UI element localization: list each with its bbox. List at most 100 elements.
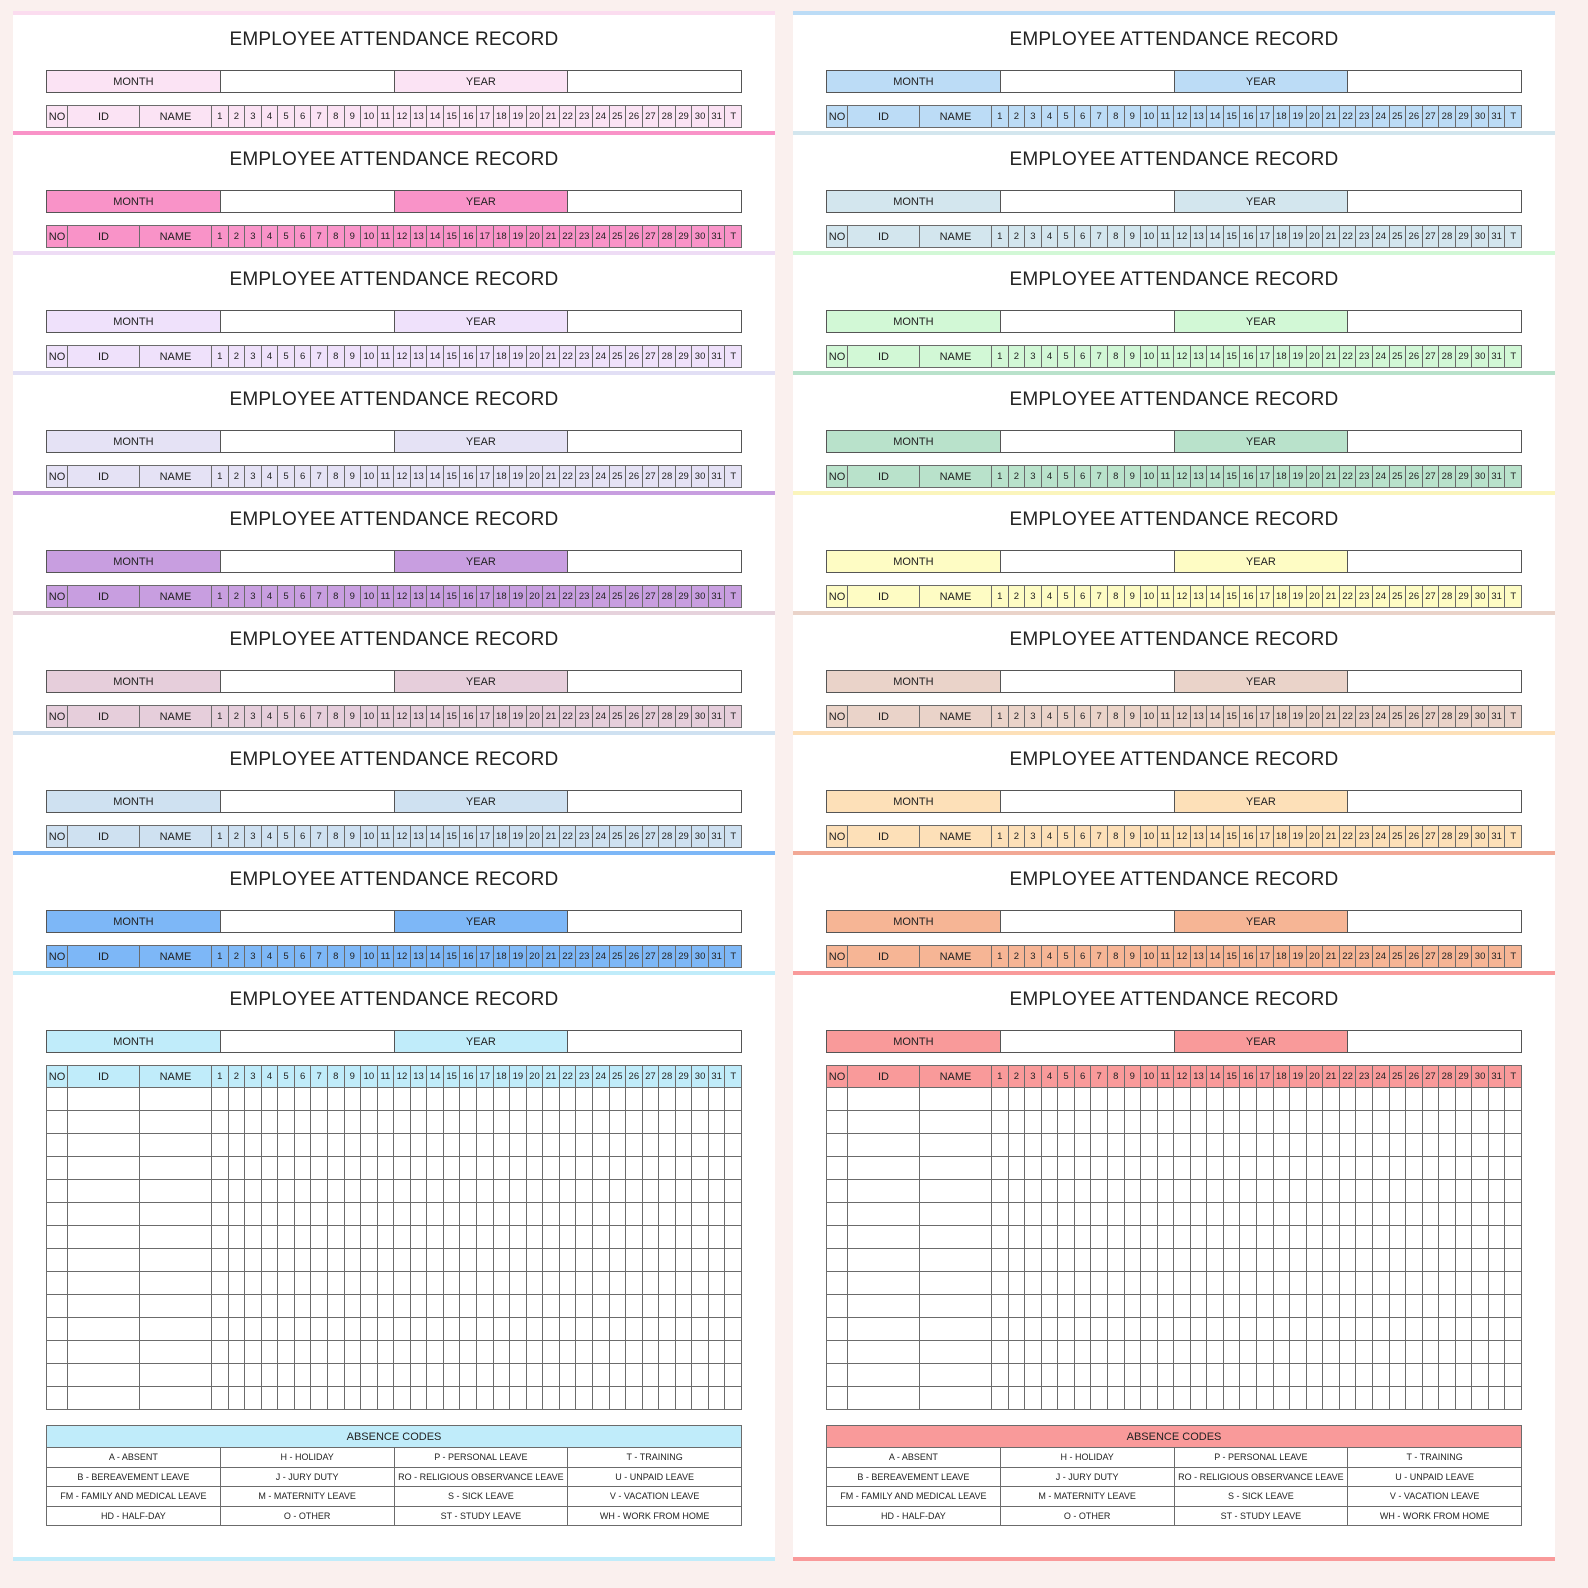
attendance-cell[interactable] — [1156, 1156, 1175, 1180]
attendance-cell[interactable] — [46, 1271, 68, 1295]
attendance-cell[interactable] — [1355, 1317, 1373, 1341]
attendance-cell[interactable] — [1338, 1156, 1357, 1180]
attendance-cell[interactable] — [326, 1386, 345, 1410]
attendance-cell[interactable] — [67, 1248, 140, 1272]
attendance-cell[interactable] — [393, 1225, 411, 1249]
attendance-cell[interactable] — [343, 1317, 362, 1341]
attendance-cell[interactable] — [293, 1110, 312, 1134]
attendance-cell[interactable] — [343, 1386, 362, 1410]
attendance-cell[interactable] — [1405, 1340, 1423, 1364]
attendance-cell[interactable] — [1024, 1202, 1042, 1226]
attendance-cell[interactable] — [1405, 1363, 1423, 1387]
attendance-cell[interactable] — [1156, 1340, 1175, 1364]
attendance-cell[interactable] — [260, 1225, 279, 1249]
attendance-cell[interactable] — [393, 1087, 411, 1111]
attendance-cell[interactable] — [1338, 1133, 1357, 1157]
attendance-cell[interactable] — [625, 1271, 643, 1295]
attendance-cell[interactable] — [1123, 1179, 1142, 1203]
attendance-cell[interactable] — [847, 1363, 920, 1387]
attendance-cell[interactable] — [1487, 1317, 1506, 1341]
attendance-cell[interactable] — [707, 1110, 726, 1134]
attendance-cell[interactable] — [1504, 1133, 1522, 1157]
attendance-cell[interactable] — [1338, 1087, 1357, 1111]
attendance-cell[interactable] — [1140, 1087, 1158, 1111]
attendance-cell[interactable] — [1322, 1386, 1340, 1410]
month-input[interactable] — [221, 1031, 395, 1052]
attendance-cell[interactable] — [1140, 1271, 1158, 1295]
attendance-cell[interactable] — [1421, 1110, 1440, 1134]
attendance-cell[interactable] — [1471, 1087, 1489, 1111]
attendance-cell[interactable] — [244, 1386, 262, 1410]
attendance-cell[interactable] — [1140, 1179, 1158, 1203]
attendance-cell[interactable] — [991, 1087, 1009, 1111]
attendance-cell[interactable] — [343, 1363, 362, 1387]
attendance-cell[interactable] — [625, 1317, 643, 1341]
attendance-cell[interactable] — [919, 1202, 992, 1226]
attendance-cell[interactable] — [442, 1340, 461, 1364]
attendance-cell[interactable] — [525, 1202, 544, 1226]
attendance-cell[interactable] — [658, 1248, 676, 1272]
attendance-cell[interactable] — [1305, 1340, 1324, 1364]
attendance-cell[interactable] — [67, 1294, 140, 1318]
attendance-cell[interactable] — [658, 1156, 676, 1180]
attendance-cell[interactable] — [326, 1317, 345, 1341]
attendance-cell[interactable] — [1206, 1340, 1224, 1364]
attendance-cell[interactable] — [1388, 1386, 1407, 1410]
attendance-cell[interactable] — [1090, 1363, 1108, 1387]
attendance-cell[interactable] — [1090, 1248, 1108, 1272]
attendance-cell[interactable] — [591, 1363, 610, 1387]
attendance-cell[interactable] — [1289, 1248, 1307, 1272]
month-input[interactable] — [1001, 671, 1175, 692]
attendance-cell[interactable] — [641, 1179, 660, 1203]
attendance-cell[interactable] — [1106, 1294, 1125, 1318]
attendance-cell[interactable] — [542, 1294, 560, 1318]
attendance-cell[interactable] — [1123, 1271, 1142, 1295]
attendance-cell[interactable] — [1471, 1225, 1489, 1249]
attendance-cell[interactable] — [1106, 1363, 1125, 1387]
attendance-cell[interactable] — [426, 1248, 444, 1272]
attendance-cell[interactable] — [641, 1363, 660, 1387]
attendance-cell[interactable] — [991, 1386, 1009, 1410]
attendance-cell[interactable] — [1140, 1340, 1158, 1364]
attendance-cell[interactable] — [1405, 1087, 1423, 1111]
attendance-cell[interactable] — [1007, 1248, 1026, 1272]
attendance-cell[interactable] — [1504, 1363, 1522, 1387]
attendance-cell[interactable] — [1454, 1294, 1473, 1318]
attendance-cell[interactable] — [492, 1087, 511, 1111]
attendance-cell[interactable] — [1421, 1340, 1440, 1364]
year-input[interactable] — [1348, 71, 1521, 92]
attendance-cell[interactable] — [724, 1271, 742, 1295]
attendance-cell[interactable] — [674, 1363, 693, 1387]
attendance-cell[interactable] — [260, 1386, 279, 1410]
attendance-cell[interactable] — [1272, 1386, 1291, 1410]
attendance-cell[interactable] — [1338, 1363, 1357, 1387]
attendance-cell[interactable] — [1338, 1271, 1357, 1295]
attendance-cell[interactable] — [310, 1340, 328, 1364]
attendance-cell[interactable] — [1189, 1110, 1208, 1134]
attendance-cell[interactable] — [1355, 1340, 1373, 1364]
attendance-cell[interactable] — [1272, 1317, 1291, 1341]
attendance-cell[interactable] — [691, 1179, 709, 1203]
attendance-cell[interactable] — [826, 1110, 848, 1134]
attendance-cell[interactable] — [1405, 1271, 1423, 1295]
attendance-cell[interactable] — [1189, 1248, 1208, 1272]
attendance-cell[interactable] — [1239, 1340, 1257, 1364]
attendance-cell[interactable] — [1438, 1317, 1456, 1341]
attendance-cell[interactable] — [1222, 1087, 1241, 1111]
attendance-cell[interactable] — [991, 1248, 1009, 1272]
attendance-cell[interactable] — [542, 1317, 560, 1341]
attendance-cell[interactable] — [919, 1179, 992, 1203]
attendance-cell[interactable] — [1073, 1294, 1092, 1318]
attendance-cell[interactable] — [1024, 1248, 1042, 1272]
attendance-cell[interactable] — [260, 1294, 279, 1318]
attendance-cell[interactable] — [244, 1179, 262, 1203]
attendance-cell[interactable] — [442, 1179, 461, 1203]
attendance-cell[interactable] — [376, 1317, 395, 1341]
attendance-cell[interactable] — [1371, 1156, 1390, 1180]
attendance-cell[interactable] — [293, 1179, 312, 1203]
attendance-cell[interactable] — [211, 1317, 229, 1341]
attendance-cell[interactable] — [1338, 1340, 1357, 1364]
attendance-cell[interactable] — [442, 1225, 461, 1249]
attendance-cell[interactable] — [542, 1248, 560, 1272]
attendance-cell[interactable] — [1471, 1133, 1489, 1157]
